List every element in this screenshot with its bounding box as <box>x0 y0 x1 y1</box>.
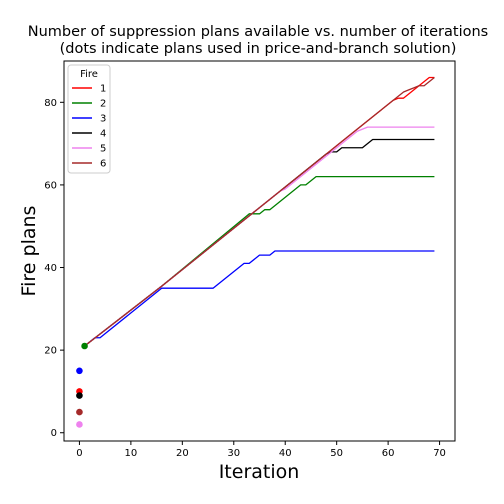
legend-label-fire-1: 1 <box>100 84 106 95</box>
chart-title-line-1: Number of suppression plans available vs… <box>28 24 488 40</box>
plan-dot <box>76 367 83 375</box>
x-tick-label: 60 <box>382 448 395 459</box>
x-axis: 0 10 20 30 40 50 60 70 <box>76 441 446 459</box>
legend-label-fire-5: 5 <box>100 144 106 155</box>
legend-box <box>67 64 111 174</box>
y-tick-label: 80 <box>44 98 57 109</box>
legend-title: Fire <box>80 69 98 80</box>
x-tick-label: 40 <box>279 448 292 459</box>
plot-area <box>76 76 435 428</box>
plot-frame <box>63 60 456 442</box>
legend-label-fire-3: 3 <box>100 114 106 125</box>
series-line-fire-6 <box>84 77 435 347</box>
plan-dot <box>76 408 83 416</box>
x-tick-label: 70 <box>433 448 446 459</box>
y-axis-title: Fire plans <box>18 206 40 297</box>
series-line-fire-2 <box>84 175 435 347</box>
legend-items: 1 2 3 4 5 6 <box>72 84 106 170</box>
x-tick-label: 30 <box>227 448 240 459</box>
plan-dot <box>81 342 88 350</box>
legend: Fire 1 2 3 4 5 6 <box>67 64 111 174</box>
y-tick-label: 60 <box>44 180 57 191</box>
y-axis: 0 20 40 60 80 <box>44 98 64 439</box>
plan-dot <box>76 421 83 428</box>
chart-title-line-2: (dots indicate plans used in price-and-b… <box>60 41 457 57</box>
legend-label-fire-6: 6 <box>100 159 106 170</box>
legend-label-fire-4: 4 <box>100 129 106 140</box>
y-tick-label: 40 <box>44 263 57 274</box>
x-axis-title: Iteration <box>219 461 300 483</box>
x-tick-label: 20 <box>176 448 189 459</box>
x-tick-label: 0 <box>76 448 82 459</box>
y-tick-label: 0 <box>51 428 57 439</box>
x-tick-label: 50 <box>330 448 343 459</box>
x-tick-label: 10 <box>125 448 138 459</box>
y-tick-label: 20 <box>44 346 57 357</box>
plan-dot <box>76 392 83 399</box>
legend-label-fire-2: 2 <box>100 99 106 110</box>
